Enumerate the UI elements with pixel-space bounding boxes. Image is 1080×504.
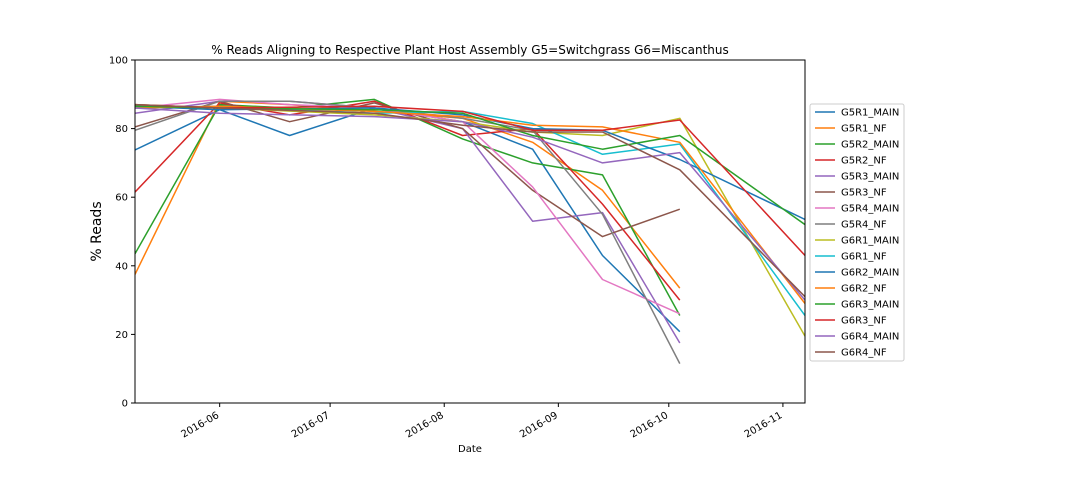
- series-line-g5r3-nf: [135, 100, 681, 238]
- y-tick-label: 20: [115, 330, 128, 341]
- y-tick-label: 0: [122, 399, 128, 410]
- legend-entry: G5R1_NF: [841, 124, 887, 135]
- x-tick-label: 2016-09: [518, 410, 560, 440]
- series-line-g5r4-nf: [135, 100, 681, 364]
- legend-entry: G6R2_NF: [841, 284, 887, 295]
- x-tick-label: 2016-06: [179, 410, 221, 440]
- y-tick-label: 100: [109, 56, 128, 67]
- series-line-g6r3-nf: [135, 103, 805, 257]
- legend-entry: G5R1_MAIN: [841, 108, 899, 119]
- legend-entry: G6R3_NF: [841, 316, 887, 327]
- legend-entry: G6R4_NF: [841, 348, 887, 359]
- legend-entry: G5R2_NF: [841, 156, 887, 167]
- legend-entry: G5R4_MAIN: [841, 204, 899, 215]
- legend-entry: G5R3_NF: [841, 188, 887, 199]
- x-tick-label: 2016-11: [743, 410, 785, 440]
- x-tick-label: 2016-07: [290, 410, 332, 440]
- y-tick-label: 80: [115, 124, 128, 135]
- axes-frame: [134, 59, 806, 404]
- legend-entry: G6R3_MAIN: [841, 300, 899, 311]
- legend-entry: G6R1_MAIN: [841, 236, 899, 247]
- x-tick-label: 2016-08: [404, 410, 446, 440]
- x-axis: 2016-06 2016-07 2016-08 2016-09 2016-10 2016-…: [179, 403, 784, 440]
- legend-box: [809, 103, 905, 362]
- series-line-g5r4-main: [135, 98, 681, 315]
- legend-entry: G6R4_MAIN: [841, 332, 899, 343]
- series-line-g5r1-nf: [135, 100, 681, 289]
- y-tick-label: 40: [115, 261, 128, 272]
- y-axis-label: % Reads: [89, 201, 105, 261]
- y-tick-label: 60: [115, 193, 128, 204]
- legend-entry: G5R2_MAIN: [841, 140, 899, 151]
- legend-entry: G6R2_MAIN: [841, 268, 899, 279]
- y-axis: 0 20 40 60 80 100: [109, 56, 135, 410]
- series-line-g6r4-nf: [135, 103, 805, 298]
- legend-entry: G5R4_NF: [841, 220, 887, 231]
- x-axis-label: Date: [458, 444, 482, 455]
- series-line-g5r1-main: [135, 107, 681, 333]
- x-tick-label: 2016-10: [629, 410, 671, 440]
- legend-entry: G6R1_NF: [841, 252, 887, 263]
- chart-title: % Reads Aligning to Respective Plant Hos…: [211, 43, 729, 57]
- series-line-g5r3-main: [135, 100, 681, 344]
- series-line-g6r4-main: [135, 107, 805, 301]
- legend-entry: G5R3_MAIN: [841, 172, 899, 183]
- plot-area: [135, 98, 805, 364]
- legend: G5R1_MAIN G5R1_NF G5R2_MAIN G5R2_NF G5R3_MAI…: [809, 103, 905, 362]
